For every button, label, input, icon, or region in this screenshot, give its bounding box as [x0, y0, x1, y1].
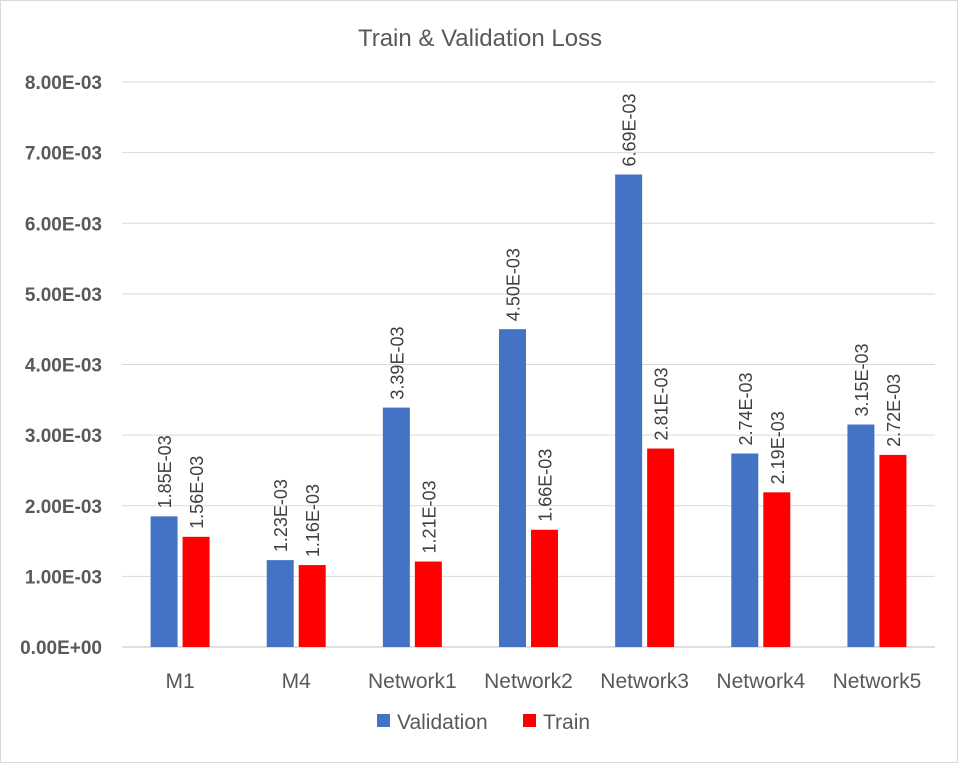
- bar-validation-m1: [150, 516, 178, 647]
- bar-train-m4: [298, 565, 326, 647]
- data-label-train-m4: 1.16E-03: [303, 484, 323, 557]
- bar-train-network1: [414, 561, 442, 647]
- x-tick-label: Network5: [833, 670, 922, 693]
- data-label-validation-network5: 3.15E-03: [852, 343, 872, 416]
- bar-validation-network1: [382, 407, 410, 647]
- data-label-validation-m1: 1.85E-03: [155, 435, 175, 508]
- bar-validation-m4: [266, 560, 294, 647]
- legend-label-train: Train: [543, 711, 590, 734]
- data-label-validation-network1: 3.39E-03: [387, 327, 407, 400]
- data-label-validation-network3: 6.69E-03: [620, 93, 640, 166]
- x-tick-label: Network1: [368, 670, 457, 693]
- bars: [150, 174, 907, 648]
- y-tick-label: 2.00E-03: [25, 497, 102, 518]
- x-tick-label: M4: [282, 670, 311, 693]
- y-tick-label: 5.00E-03: [25, 285, 102, 306]
- y-tick-label: 8.00E-03: [25, 73, 102, 94]
- x-axis-tick-labels: M1 M4 Network1 Network2 Network3 Network4 Netw…: [165, 670, 921, 693]
- bar-validation-network5: [847, 424, 875, 647]
- legend-swatch-train: [523, 714, 536, 727]
- legend-label-validation: Validation: [397, 711, 488, 734]
- data-label-train-network2: 1.66E-03: [536, 449, 556, 522]
- bar-train-network4: [763, 492, 791, 647]
- data-label-train-network1: 1.21E-03: [419, 480, 439, 553]
- chart-title: Train & Validation Loss: [358, 25, 602, 52]
- data-labels: 1.85E-03 1.56E-03 1.23E-03 1.16E-03 3.39E-03…: [155, 93, 904, 557]
- x-tick-label: Network2: [484, 670, 573, 693]
- y-tick-label: 4.00E-03: [25, 356, 102, 377]
- bar-validation-network2: [499, 329, 526, 647]
- data-label-train-network4: 2.19E-03: [768, 411, 788, 484]
- bar-train-m1: [182, 536, 210, 647]
- y-tick-label: 6.00E-03: [25, 214, 102, 235]
- x-tick-label: Network4: [716, 670, 805, 693]
- y-tick-label: 1.00E-03: [25, 567, 102, 588]
- data-label-validation-m4: 1.23E-03: [271, 479, 291, 552]
- data-label-train-m1: 1.56E-03: [187, 456, 207, 529]
- y-tick-label: 0.00E+00: [20, 638, 102, 659]
- bar-train-network5: [879, 454, 907, 647]
- bar-validation-network3: [615, 174, 643, 648]
- y-tick-label: 7.00E-03: [25, 144, 102, 165]
- y-axis-tick-labels: 0.00E+00 1.00E-03 2.00E-03 3.00E-03 4.00E-03…: [20, 73, 102, 659]
- legend: Validation Train: [377, 711, 590, 734]
- data-label-train-network5: 2.72E-03: [884, 374, 904, 447]
- data-label-validation-network4: 2.74E-03: [736, 372, 756, 445]
- bar-validation-network4: [731, 453, 759, 647]
- x-tick-label: Network3: [600, 670, 689, 693]
- data-label-train-network3: 2.81E-03: [652, 367, 672, 440]
- bar-train-network2: [531, 529, 558, 647]
- bar-train-network3: [647, 448, 675, 647]
- legend-swatch-validation: [377, 714, 390, 727]
- y-tick-label: 3.00E-03: [25, 426, 102, 447]
- gridlines: [122, 81, 935, 648]
- x-tick-label: M1: [165, 670, 194, 693]
- data-label-validation-network2: 4.50E-03: [504, 248, 524, 321]
